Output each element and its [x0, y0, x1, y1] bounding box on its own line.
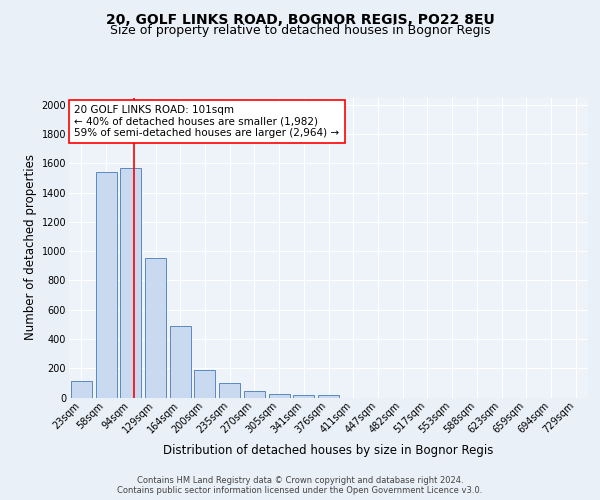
Text: Contains HM Land Registry data © Crown copyright and database right 2024.
Contai: Contains HM Land Registry data © Crown c… [118, 476, 482, 495]
Bar [318, 396, 339, 398]
Text: 20, GOLF LINKS ROAD, BOGNOR REGIS, PO22 8EU: 20, GOLF LINKS ROAD, BOGNOR REGIS, PO22 … [106, 12, 494, 26]
Bar [71, 382, 92, 398]
Bar [145, 258, 166, 398]
Bar [120, 168, 141, 398]
Y-axis label: Number of detached properties: Number of detached properties [25, 154, 37, 340]
Bar [244, 391, 265, 398]
Bar [269, 394, 290, 398]
Bar [194, 370, 215, 398]
Bar [219, 383, 240, 398]
X-axis label: Distribution of detached houses by size in Bognor Regis: Distribution of detached houses by size … [163, 444, 494, 456]
Bar [293, 396, 314, 398]
Text: 20 GOLF LINKS ROAD: 101sqm
← 40% of detached houses are smaller (1,982)
59% of s: 20 GOLF LINKS ROAD: 101sqm ← 40% of deta… [74, 105, 340, 138]
Text: Size of property relative to detached houses in Bognor Regis: Size of property relative to detached ho… [110, 24, 490, 37]
Bar [95, 172, 116, 398]
Bar [170, 326, 191, 398]
